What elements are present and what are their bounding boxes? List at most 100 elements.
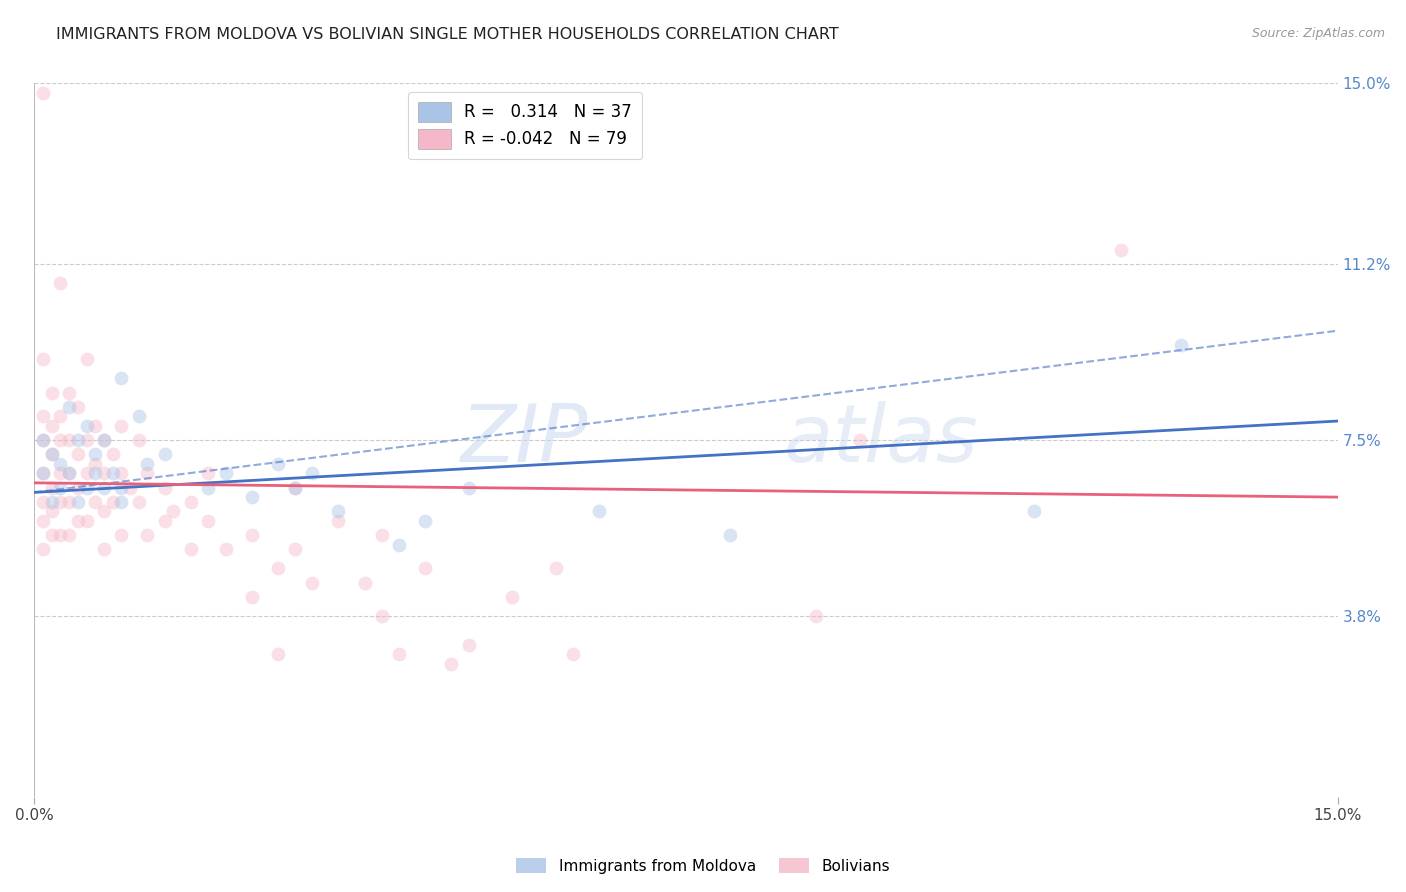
Point (180, 495, 202, 509)
Point (110, 528, 132, 542)
Point (93, 467, 115, 481)
Text: atlas: atlas (783, 401, 979, 479)
Point (32, 409, 55, 424)
Point (415, 561, 437, 575)
Point (180, 542, 202, 557)
Point (32, 514, 55, 528)
Point (1109, 243, 1132, 257)
Point (415, 514, 437, 528)
Point (49, 467, 72, 481)
Point (562, 647, 585, 661)
Point (110, 481, 132, 495)
Point (118, 481, 141, 495)
Point (197, 481, 219, 495)
Point (41, 447, 63, 461)
Point (41, 447, 63, 461)
Point (153, 514, 176, 528)
Point (58, 385, 80, 400)
Point (153, 481, 176, 495)
Point (49, 276, 72, 290)
Point (84, 447, 107, 461)
Point (457, 638, 479, 652)
Point (93, 433, 115, 447)
Point (58, 495, 80, 509)
Point (76, 352, 98, 367)
Point (41, 495, 63, 509)
Point (41, 385, 63, 400)
Point (240, 590, 263, 604)
Point (214, 542, 236, 557)
Point (197, 467, 219, 481)
Point (84, 418, 107, 433)
Point (353, 575, 375, 590)
Point (136, 467, 159, 481)
Point (588, 504, 610, 518)
Point (328, 514, 350, 528)
Point (76, 481, 98, 495)
Point (66, 433, 89, 447)
Legend: Immigrants from Moldova, Bolivians: Immigrants from Moldova, Bolivians (510, 852, 896, 880)
Text: IMMIGRANTS FROM MOLDOVA VS BOLIVIAN SINGLE MOTHER HOUSEHOLDS CORRELATION CHART: IMMIGRANTS FROM MOLDOVA VS BOLIVIAN SING… (56, 27, 839, 42)
Point (153, 447, 176, 461)
Point (49, 528, 72, 542)
Point (66, 481, 89, 495)
Point (58, 433, 80, 447)
Point (49, 433, 72, 447)
Point (93, 504, 115, 518)
Point (49, 495, 72, 509)
Point (41, 418, 63, 433)
Point (388, 647, 411, 661)
Point (49, 409, 72, 424)
Point (301, 575, 323, 590)
Point (49, 481, 72, 495)
Point (388, 538, 411, 552)
Point (32, 542, 55, 557)
Legend: R =   0.314   N = 37, R = -0.042   N = 79: R = 0.314 N = 37, R = -0.042 N = 79 (408, 92, 643, 159)
Point (110, 467, 132, 481)
Point (544, 561, 567, 575)
Point (32, 467, 55, 481)
Point (162, 504, 184, 518)
Point (266, 457, 288, 471)
Point (457, 481, 479, 495)
Point (41, 528, 63, 542)
Text: ZIP: ZIP (461, 401, 588, 479)
Point (66, 495, 89, 509)
Point (93, 433, 115, 447)
Point (1170, 338, 1192, 352)
Point (128, 495, 150, 509)
Point (501, 590, 523, 604)
Point (266, 561, 288, 575)
Point (66, 400, 89, 414)
Point (93, 481, 115, 495)
Point (197, 514, 219, 528)
Point (58, 467, 80, 481)
Point (128, 409, 150, 424)
Point (136, 528, 159, 542)
Point (136, 457, 159, 471)
Point (66, 447, 89, 461)
Point (32, 495, 55, 509)
Point (328, 504, 350, 518)
Point (66, 514, 89, 528)
Point (110, 495, 132, 509)
Point (240, 528, 263, 542)
Point (240, 490, 263, 504)
Point (32, 467, 55, 481)
Point (110, 418, 132, 433)
Point (440, 657, 463, 671)
Point (371, 609, 394, 624)
Point (58, 400, 80, 414)
Point (32, 86, 55, 100)
Point (110, 371, 132, 385)
Point (84, 467, 107, 481)
Point (58, 467, 80, 481)
Point (41, 481, 63, 495)
Point (76, 467, 98, 481)
Point (84, 495, 107, 509)
Point (371, 528, 394, 542)
Point (41, 504, 63, 518)
Point (849, 433, 872, 447)
Point (718, 528, 741, 542)
Point (58, 528, 80, 542)
